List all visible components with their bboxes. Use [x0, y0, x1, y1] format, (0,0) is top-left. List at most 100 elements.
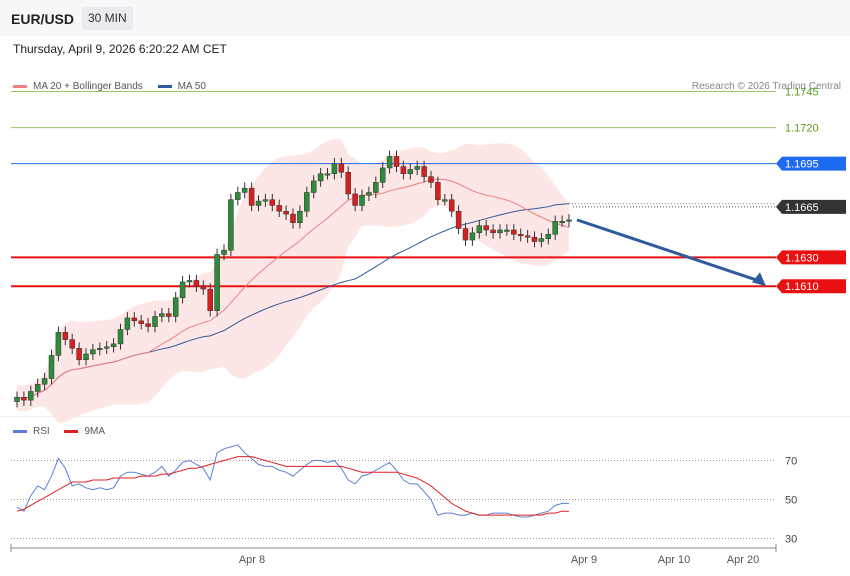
candle — [235, 192, 241, 200]
candle — [283, 210, 289, 215]
candle — [200, 285, 207, 290]
candle — [228, 199, 234, 251]
candle — [379, 167, 386, 183]
candle — [393, 156, 400, 167]
level-label: 1.1630 — [785, 252, 819, 264]
candle — [317, 173, 324, 182]
level-tag-target: 1.1720 — [785, 123, 819, 135]
candle — [14, 397, 20, 402]
rsi-tick-label: 70 — [785, 456, 797, 468]
candle — [511, 229, 517, 235]
candle — [448, 199, 455, 212]
candle — [304, 192, 310, 212]
candle — [435, 182, 441, 200]
candle — [248, 187, 255, 206]
candle — [145, 323, 151, 327]
candle — [497, 229, 503, 234]
candle — [276, 205, 282, 212]
candle — [193, 280, 200, 287]
x-tick-label: Apr 10 — [658, 554, 690, 566]
candle — [124, 317, 131, 330]
candle — [241, 187, 248, 193]
candle — [69, 339, 75, 349]
candle — [338, 163, 345, 173]
candle — [517, 234, 524, 237]
level-tag-support: 1.1610 — [776, 279, 846, 294]
rsi-ma-line — [16, 456, 569, 516]
forecast-arrow — [576, 218, 761, 283]
candle — [476, 225, 483, 234]
candle — [414, 166, 420, 170]
symbol-label: EUR/USD — [11, 11, 75, 27]
forecast-arrowhead — [752, 272, 766, 287]
x-tick-label: Apr 9 — [571, 554, 597, 566]
level-label: 1.1745 — [785, 87, 819, 99]
candle — [48, 355, 55, 379]
candle — [221, 249, 227, 255]
timestamp: Thursday, April 9, 2026 6:20:22 AM CET — [13, 42, 227, 56]
candle — [331, 163, 338, 174]
candle — [483, 225, 489, 231]
candle — [255, 200, 262, 206]
candle — [442, 199, 448, 202]
rsi-legend-label: RSI — [33, 426, 50, 437]
candle — [421, 166, 427, 177]
candle — [207, 288, 213, 311]
level-label: 1.1610 — [785, 281, 819, 293]
candle — [538, 238, 545, 242]
ma20-swatch — [13, 84, 27, 88]
candle — [297, 210, 303, 224]
candle — [55, 332, 62, 356]
price-legend: MA 20 + Bollinger Bands MA 50 — [13, 81, 206, 92]
ma20-legend-label: MA 20 + Bollinger Bands — [33, 81, 143, 92]
candle — [462, 228, 469, 241]
candle — [131, 317, 138, 322]
candle — [490, 229, 496, 234]
candle — [97, 347, 103, 350]
x-tick-label: Apr 8 — [239, 554, 265, 566]
candle — [310, 180, 317, 193]
level-tag-box — [776, 199, 846, 214]
candle — [428, 176, 434, 183]
credit-text: Research © 2026 Trading Central — [691, 81, 841, 92]
candle — [214, 254, 220, 311]
candle — [28, 391, 34, 401]
candle — [83, 353, 89, 361]
candle — [552, 221, 558, 235]
candle — [359, 195, 365, 206]
candle — [407, 169, 414, 174]
level-tag-box — [776, 279, 846, 294]
level-label: 1.1695 — [785, 159, 819, 171]
candle — [21, 397, 27, 401]
timeframe-button[interactable]: 30 MIN — [82, 7, 133, 30]
candle — [159, 313, 165, 317]
level-tag-target: 1.1745 — [785, 87, 819, 99]
candle — [166, 313, 172, 317]
ma50-legend-label: MA 50 — [177, 81, 206, 92]
level-tag-support: 1.1630 — [776, 250, 846, 265]
candle — [41, 378, 48, 385]
rsi-swatch — [13, 429, 27, 433]
candle — [62, 332, 69, 340]
candle — [400, 166, 407, 174]
candle — [373, 182, 379, 193]
candle — [290, 213, 296, 224]
candle — [469, 232, 476, 241]
candle — [566, 219, 572, 222]
level-tag-last: 1.1665 — [776, 199, 846, 214]
candle — [531, 236, 538, 242]
ma50-swatch — [157, 84, 172, 88]
candle — [386, 156, 393, 169]
bollinger-band — [17, 138, 569, 423]
ma20-line — [16, 178, 570, 400]
candle — [324, 173, 331, 176]
rsi-ma-swatch — [64, 429, 79, 433]
rsi-tick-label: 50 — [785, 495, 797, 507]
candle — [172, 297, 179, 317]
candle — [455, 210, 462, 229]
rsi-line — [16, 444, 569, 518]
candle — [545, 234, 552, 239]
chart-header: EUR/USD 30 MIN — [0, 0, 850, 36]
candle — [345, 172, 351, 195]
